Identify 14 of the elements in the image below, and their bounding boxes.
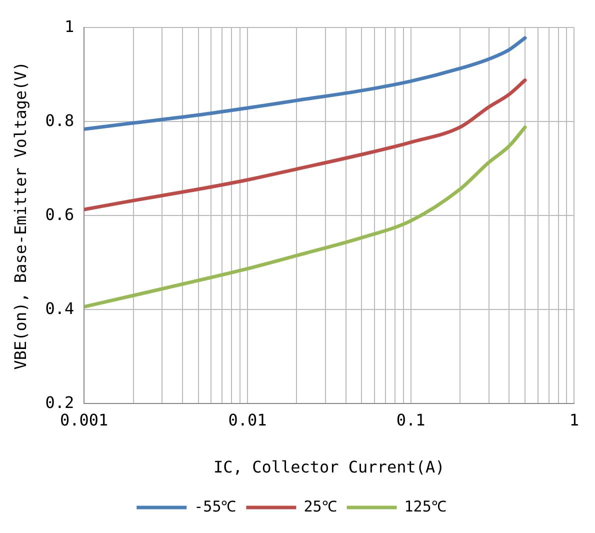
y-tick-label: 0.6: [45, 204, 74, 224]
legend-label: 125℃: [404, 497, 446, 516]
y-tick-label: 0.8: [45, 110, 74, 130]
x-tick-label: 0.01: [228, 410, 267, 430]
x-tick-label: 0.1: [396, 410, 426, 430]
y-tick-label: 0.4: [45, 298, 74, 318]
y-tick-label: 1: [64, 16, 74, 36]
legend-label: 25℃: [304, 497, 337, 516]
y-tick-label: 0.2: [45, 392, 74, 412]
x-tick-label: 1: [569, 410, 580, 430]
y-axis-title: VBE(on), Base-Emitter Voltage(V): [10, 61, 30, 370]
legend-label: -55℃: [194, 497, 236, 516]
x-axis-title: IC, Collector Current(A): [214, 458, 445, 477]
x-tick-label: 0.001: [60, 410, 108, 430]
